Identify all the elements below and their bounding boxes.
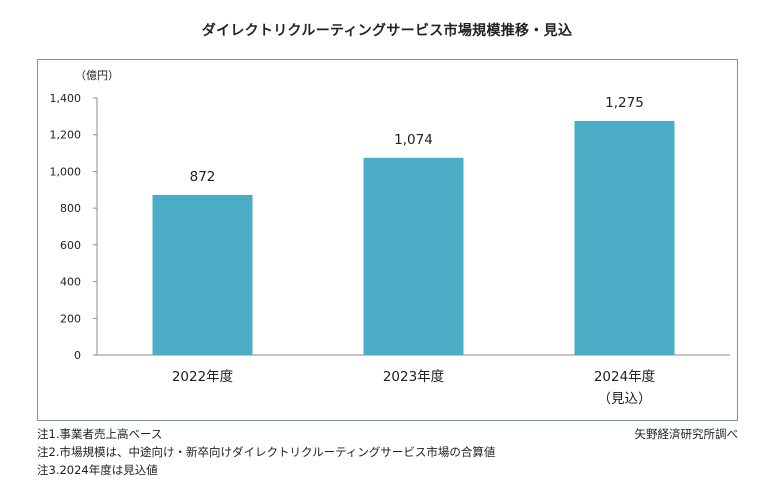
bar [574,120,675,355]
bar [152,194,253,355]
y-tick-label: 1,000 [50,165,82,178]
x-tick-label: 2024年度 [594,369,655,385]
y-tick-label: 600 [60,239,81,252]
y-unit-label: （億円） [75,69,119,82]
y-tick-label: 800 [60,202,81,215]
x-tick-label: 2023年度 [383,369,444,385]
y-tick-label: 1,400 [50,92,82,105]
y-tick-label: 0 [74,349,81,362]
y-tick-label: 400 [60,276,81,289]
note-2: 注2.市場規模は、中途向け・新卒向けダイレクトリクルーティングサービス市場の合算… [37,445,496,459]
note-1: 注1.事業者売上高ベース [37,427,163,441]
bar [363,157,464,355]
y-tick-label: 1,200 [50,129,82,142]
data-label: 872 [190,169,216,185]
source-credit: 矢野経済研究所調べ [634,427,739,441]
note-3: 注3.2024年度は見込値 [37,463,158,477]
chart-frame [37,59,738,421]
data-label: 1,074 [394,132,433,148]
y-tick-label: 200 [60,312,81,325]
x-tick-sublabel: （見込） [598,391,652,407]
chart-title: ダイレクトリクルーティングサービス市場規模推移・見込 [201,23,573,39]
data-label: 1,275 [605,95,644,111]
x-tick-label: 2022年度 [172,369,233,385]
